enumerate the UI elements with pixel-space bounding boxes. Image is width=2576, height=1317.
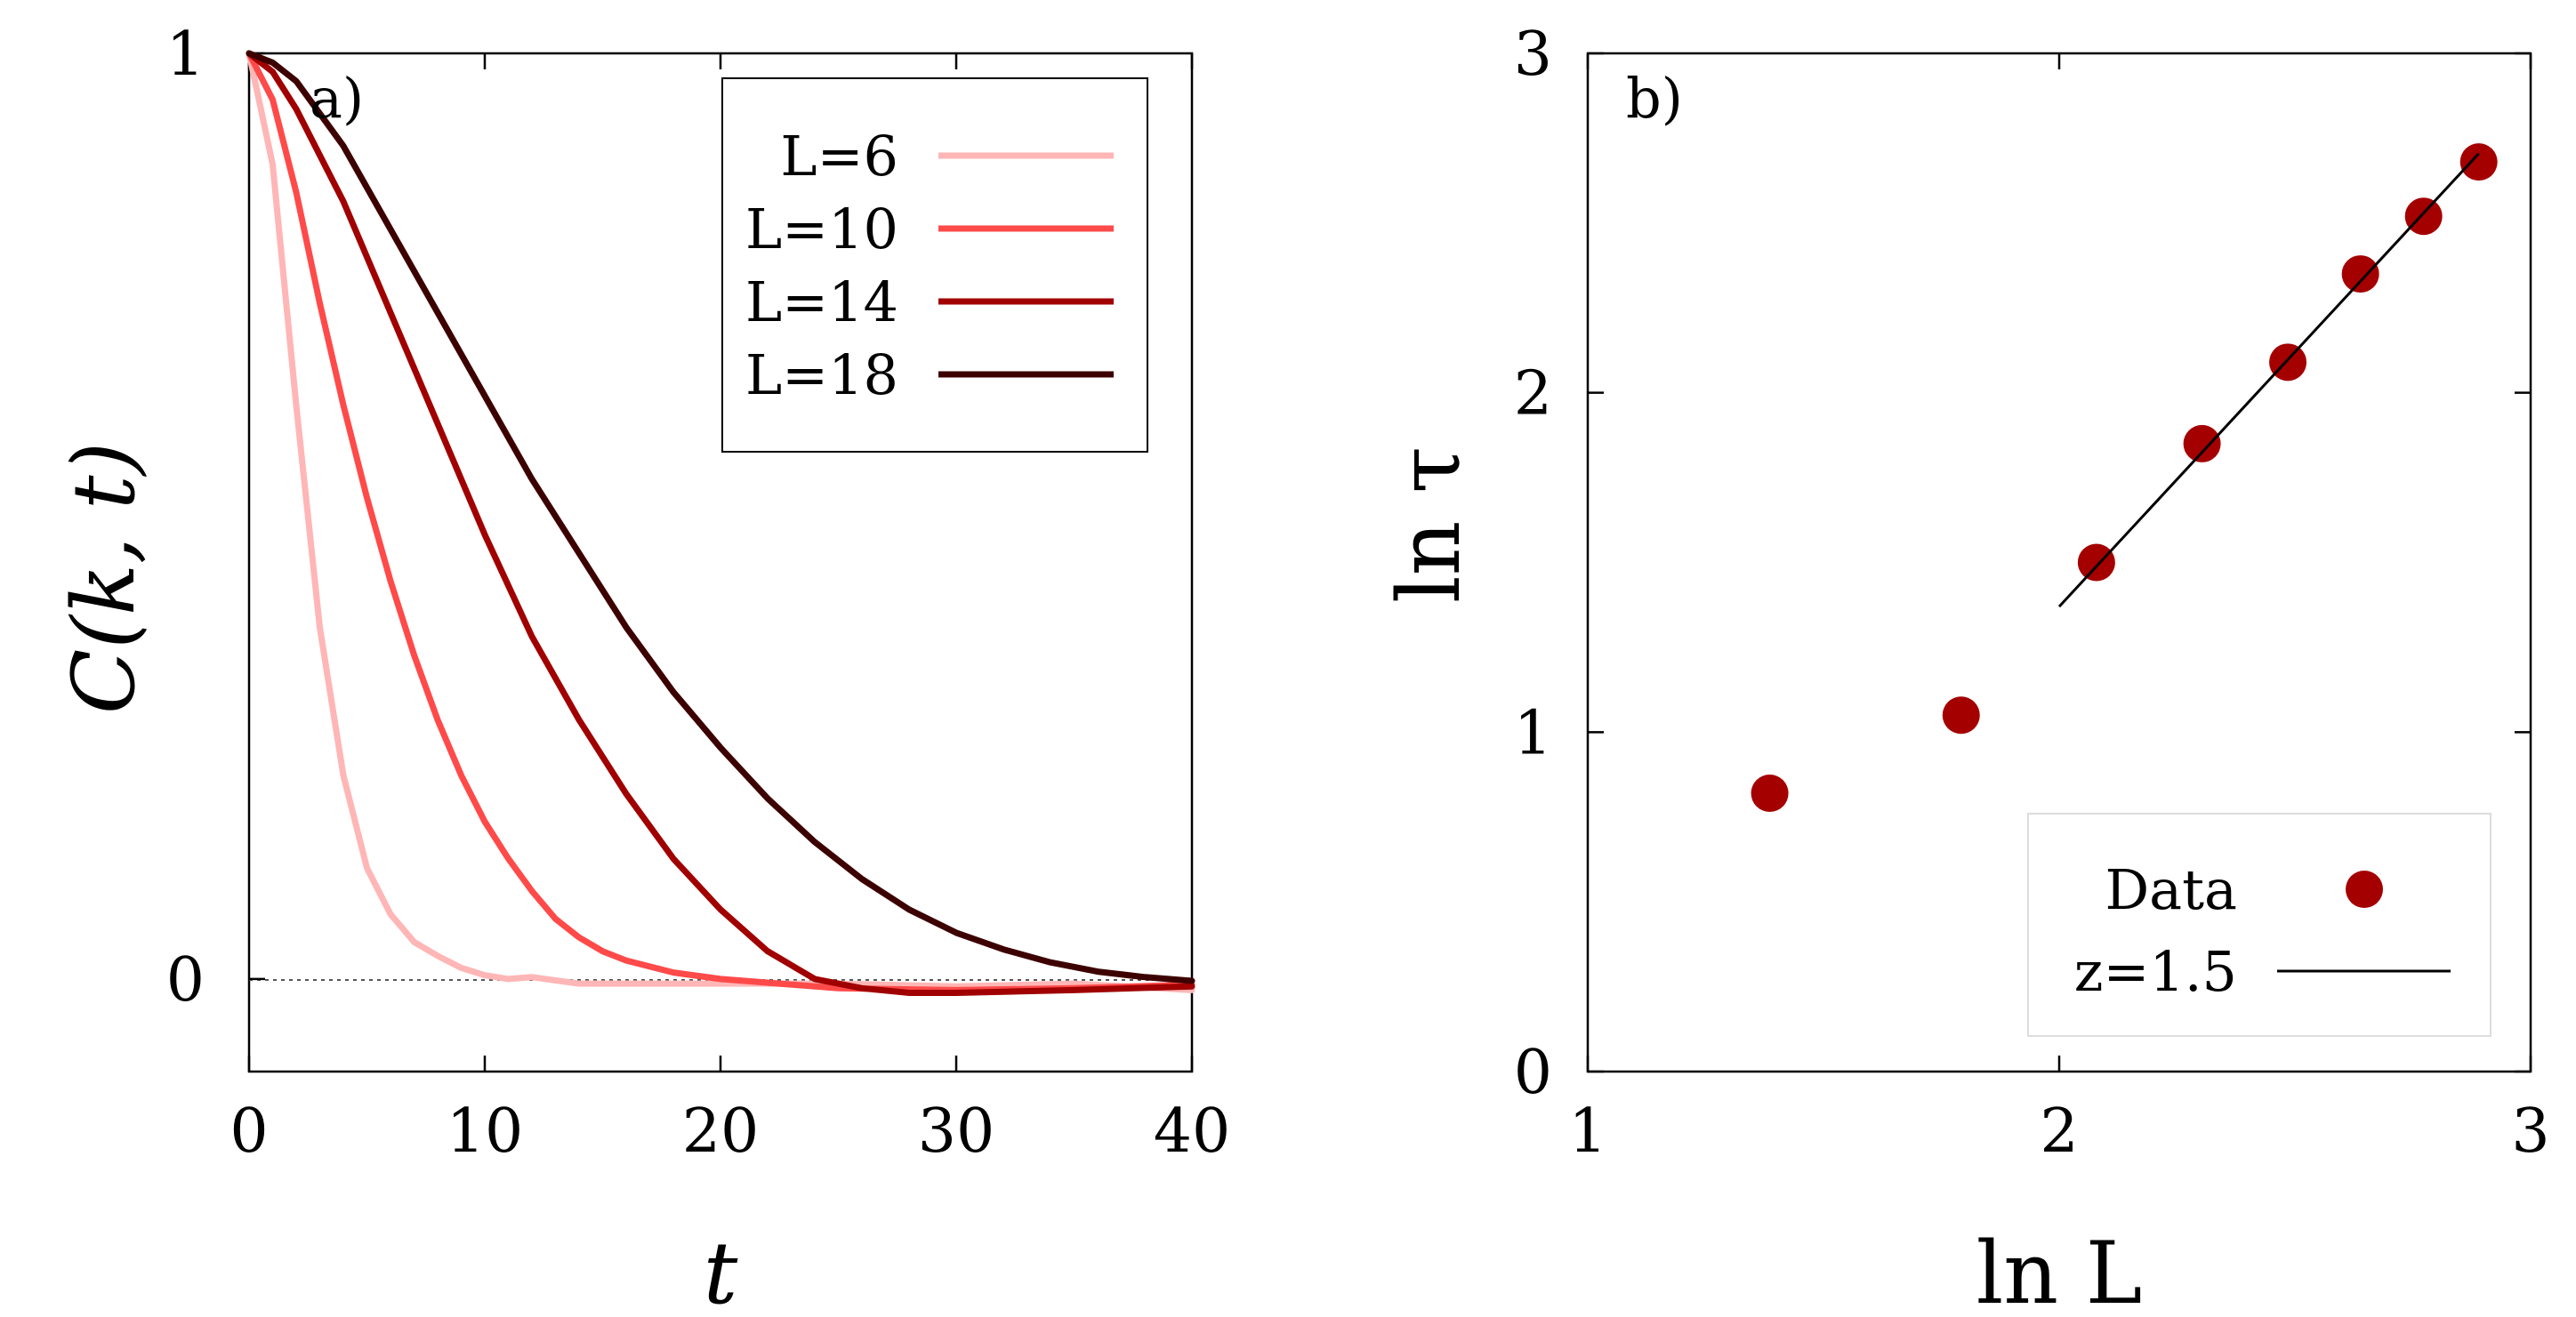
panel-a: 0 10 20 30 40 01 a) L=6L=10L=14L=18 t C(k, t… — [54, 20, 1230, 1317]
series-line-L=18 — [246, 50, 1195, 984]
panel-b-y-tick-label: 3 — [1514, 20, 1552, 90]
panel-b-label: b) — [1626, 66, 1683, 131]
panel-a-x-tick-label: 30 — [918, 1096, 995, 1167]
panel-a-y-tick-label: 0 — [166, 945, 205, 1016]
panel-a-legend-label: L=6 — [780, 124, 898, 189]
panel-a-x-tick-label: 20 — [682, 1096, 760, 1167]
panel-a-y-ticks: 01 — [166, 20, 265, 1016]
panel-a-legend-label: L=10 — [745, 197, 898, 261]
panel-b-legend-box — [2027, 813, 2491, 1037]
panel-a-legend-label: L=18 — [745, 342, 898, 407]
panel-a-y-tick-label: 1 — [166, 20, 205, 90]
panel-b-y-axis-label: ln τ — [1380, 446, 1479, 603]
panel-a-x-tick-label: 0 — [229, 1096, 268, 1167]
panel-a-x-tick-label: 40 — [1154, 1096, 1231, 1167]
panel-b-x-tick-label: 2 — [2040, 1096, 2078, 1167]
panel-b-legend: Data z=1.5 — [2074, 857, 2451, 1004]
panel-b-y-ticks: 0 1 2 3 — [1514, 20, 2531, 1108]
panel-b-y-tick-label: 2 — [1514, 359, 1552, 430]
panel-a-label: a) — [310, 66, 364, 131]
series-line-L=10 — [246, 50, 1195, 993]
fit-line — [2057, 152, 2480, 608]
data-point — [2077, 543, 2115, 582]
panel-a-series — [246, 50, 1195, 996]
data-point — [2183, 424, 2221, 462]
series-line-L=14 — [246, 50, 1195, 996]
data-point — [1942, 696, 1980, 735]
data-point — [2459, 143, 2498, 181]
panel-b-y-tick-label: 0 — [1514, 1038, 1552, 1108]
data-point — [1751, 775, 1789, 813]
panel-b-legend-label: Data — [2105, 857, 2237, 922]
panel-b-legend-label: z=1.5 — [2074, 939, 2237, 1004]
panel-a-legend: L=6 L=10 L=14 L=18 — [745, 124, 1114, 407]
panel-b-y-tick-label: 1 — [1514, 698, 1552, 768]
panel-b-x-axis-label: ln L — [1976, 1224, 2143, 1317]
data-point — [2341, 255, 2379, 293]
panel-a-x-ticks: 0 10 20 30 40 — [229, 53, 1230, 1167]
panel-a-x-axis-label: t — [704, 1224, 738, 1317]
data-point — [2404, 197, 2443, 236]
panel-b-series — [1751, 143, 2498, 813]
panel-a-x-tick-label: 10 — [447, 1096, 524, 1167]
panel-a-y-axis-label: C(k, t) — [54, 442, 154, 714]
panel-a-legend-box — [721, 77, 1148, 453]
panel-a-legend-label: L=14 — [745, 269, 898, 334]
panel-b-x-tick-label: 1 — [1568, 1096, 1606, 1167]
panel-b-legend-swatch — [2346, 871, 2383, 908]
panel-b-x-tick-label: 3 — [2511, 1096, 2549, 1167]
panel-b-x-ticks: 1 2 3 — [1568, 53, 2550, 1167]
